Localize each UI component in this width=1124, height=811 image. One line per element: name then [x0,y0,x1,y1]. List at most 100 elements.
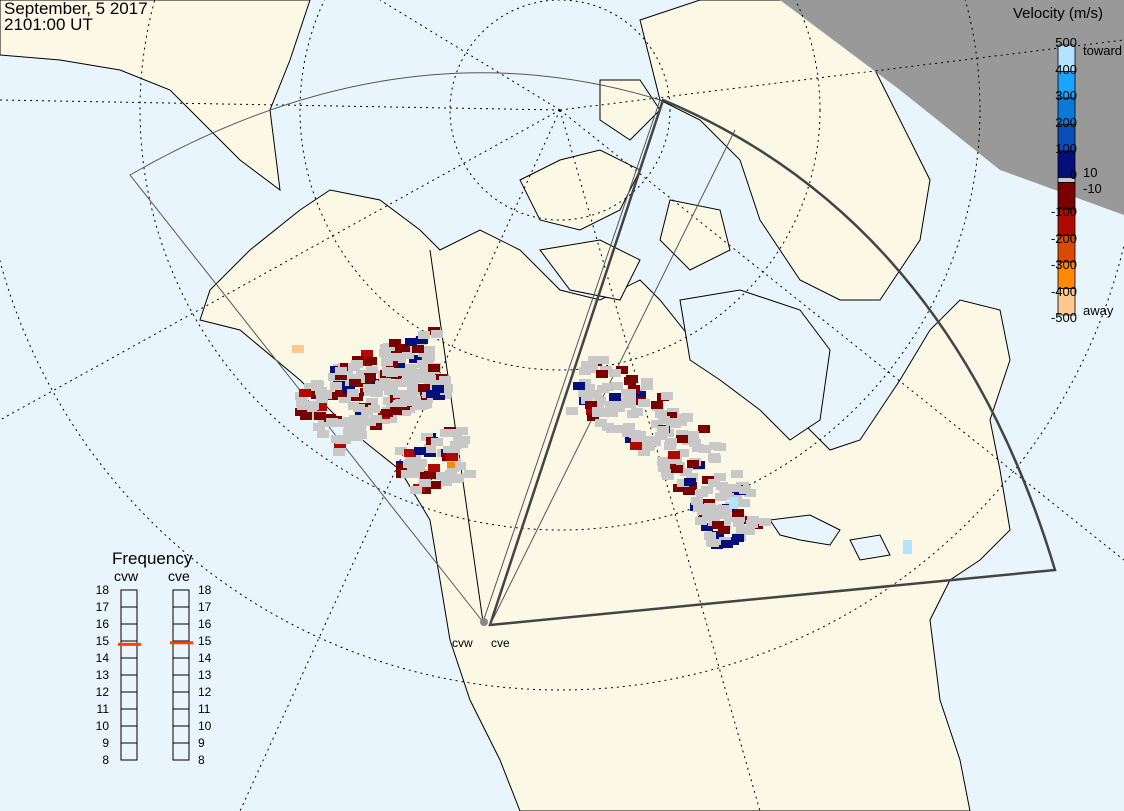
scatter-cell [446,453,458,461]
scatter-cell [699,445,711,453]
scatter-cell [402,351,414,359]
scatter-cell [687,431,699,439]
scatter-cell [415,402,427,410]
scatter-cell [655,410,667,418]
scatter-cell [423,346,435,354]
scatter-cell [390,407,402,415]
frequency-tick: 17 [95,600,109,614]
scatter-cell [658,416,670,424]
scatter-cell [391,353,403,361]
scatter-cell [691,497,703,505]
site-label-cvw: cvw [452,636,473,650]
scatter-cell [743,526,755,534]
scatter-cell [445,470,457,478]
freq-radar-cvw: cvw [114,568,139,584]
colorbar-tick: -500 [1050,310,1077,325]
frequency-title: Frequency [112,549,193,568]
scatter-cell [364,388,376,396]
scatter-cell [729,484,741,492]
scatter-cell [464,470,476,478]
scatter-cell [602,423,614,431]
scatter-cell [449,475,461,483]
night-shading [780,0,1124,215]
scatter-cell [698,507,710,515]
scatter-cell [424,445,436,453]
scatter-cell [405,364,417,372]
scatter-cell [629,430,641,438]
scatter-cell [326,418,338,426]
frequency-tick: 15 [95,634,109,648]
time-label: 2101:00 UT [4,15,93,34]
scatter-cell [627,410,639,418]
scatter-cell [733,514,745,522]
scatter-cell [671,465,683,473]
frequency-tick: 8 [102,753,109,767]
scatter-cell [592,401,604,409]
scatter-cell [733,519,745,527]
scatter-cell [698,425,710,433]
scatter-cell [651,401,663,409]
scatter-cell [731,470,743,478]
scatter-cell [686,473,698,481]
scatter-cell [414,447,426,455]
scatter-cell [443,446,455,454]
scatter-cell [410,486,422,494]
scatter-cell [292,345,304,353]
scatter-cell [328,373,340,381]
scatter-cell [401,470,413,478]
scatter-cell [736,526,748,534]
scatter-cell [393,360,405,368]
scatter-cell [611,382,623,390]
scatter-cell [597,356,609,364]
scatter-cell [617,425,629,433]
scatter-cell [440,429,452,437]
colorbar-tick: 500 [1055,35,1077,50]
scatter-cell [402,373,414,381]
frequency-tick: 18 [198,583,212,597]
scatter-cell [729,497,738,509]
scatter-cell [331,435,343,443]
colorbar-label-10: 10 [1083,165,1098,180]
scatter-cell [396,463,408,471]
scatter-cell [701,486,713,494]
scatter-cell [759,518,771,526]
scatter-cell [418,384,430,392]
frequency-tick: 10 [198,719,212,733]
scatter-cell [609,369,621,377]
scatter-cell [665,438,677,446]
scatter-cell [422,355,434,363]
scatter-cell [676,430,688,438]
scatter-cell [605,401,617,409]
scatter-cell [431,438,443,446]
frequency-bar-cve [170,589,193,761]
scatter-cell [365,357,377,365]
scatter-cell [320,391,332,399]
scatter-cell [395,399,407,407]
scatter-cell [454,462,466,470]
scatter-cell [718,526,730,534]
frequency-tick: 8 [198,753,205,767]
scatter-cell [621,389,633,397]
scatter-cell [364,373,376,381]
scatter-cell [665,412,677,420]
frequency-tick: 10 [95,719,109,733]
scatter-cell [592,407,604,415]
scatter-cell [433,472,445,480]
scatter-cell [330,382,342,390]
scatter-cell [404,449,416,457]
scatter-cell [712,505,724,513]
colorbar-tick: 400 [1055,61,1077,77]
scatter-cell [712,521,724,529]
scatter-cell [668,451,680,459]
frequency-tick: 13 [95,668,109,682]
scatter-cell [307,402,319,410]
scatter-cell [368,405,380,413]
scatter-cell [389,339,401,347]
frequency-tick: 9 [102,736,109,750]
scatter-cell [641,378,653,386]
scatter-cell [712,531,724,539]
frequency-bar-cvw [118,589,141,761]
scatter-cell [378,416,390,424]
scatter-cell [382,364,394,372]
